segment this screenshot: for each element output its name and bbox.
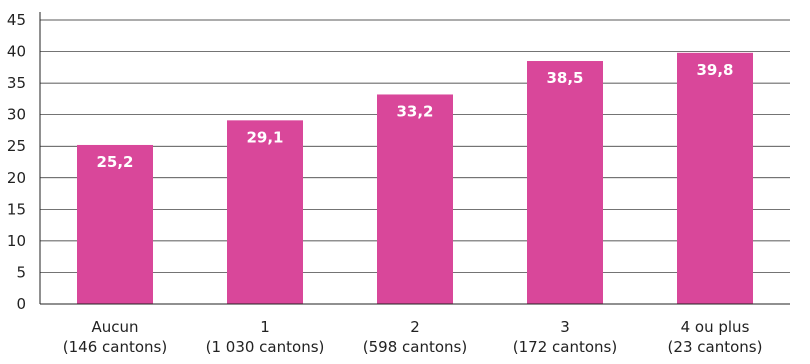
y-axis-ticks: 0 5 10 15 20 25 30 35 40 45 [7, 11, 26, 313]
y-tick-label: 15 [7, 200, 26, 218]
bar [77, 144, 153, 304]
bar-value-label: 39,8 [696, 61, 733, 79]
y-tick-label: 35 [7, 74, 26, 92]
bar [677, 52, 753, 304]
bar-value-label: 38,5 [546, 69, 583, 87]
y-tick-label: 20 [7, 169, 26, 187]
bar-value-label: 33,2 [396, 102, 433, 120]
bar [377, 94, 453, 305]
category-sublabel: (598 cantons) [363, 338, 467, 356]
category-label: 2 [410, 318, 420, 336]
y-tick-label: 45 [7, 11, 26, 29]
bar [227, 120, 303, 304]
y-tick-label: 0 [16, 295, 26, 313]
bar-value-label: 29,1 [246, 128, 283, 146]
category-sublabel: (23 cantons) [668, 338, 763, 356]
y-tick-label: 25 [7, 137, 26, 155]
category-label: 4 ou plus [681, 318, 750, 336]
category-label: 1 [260, 318, 270, 336]
y-tick-label: 30 [7, 106, 26, 124]
category-sublabel: (146 cantons) [63, 338, 167, 356]
category-sublabel: (172 cantons) [513, 338, 617, 356]
category-sublabel: (1 030 cantons) [206, 338, 325, 356]
y-tick-label: 5 [16, 263, 26, 281]
y-tick-label: 40 [7, 43, 26, 61]
bars: 25,2 29,1 33,2 38,5 39,8 [77, 52, 753, 305]
category-label: 3 [560, 318, 570, 336]
category-label: Aucun [91, 318, 138, 336]
bar-value-label: 25,2 [96, 153, 133, 171]
x-axis-labels: Aucun (146 cantons) 1 (1 030 cantons) 2 (598 … [63, 318, 763, 356]
bar [527, 61, 603, 305]
y-tick-label: 10 [7, 232, 26, 250]
